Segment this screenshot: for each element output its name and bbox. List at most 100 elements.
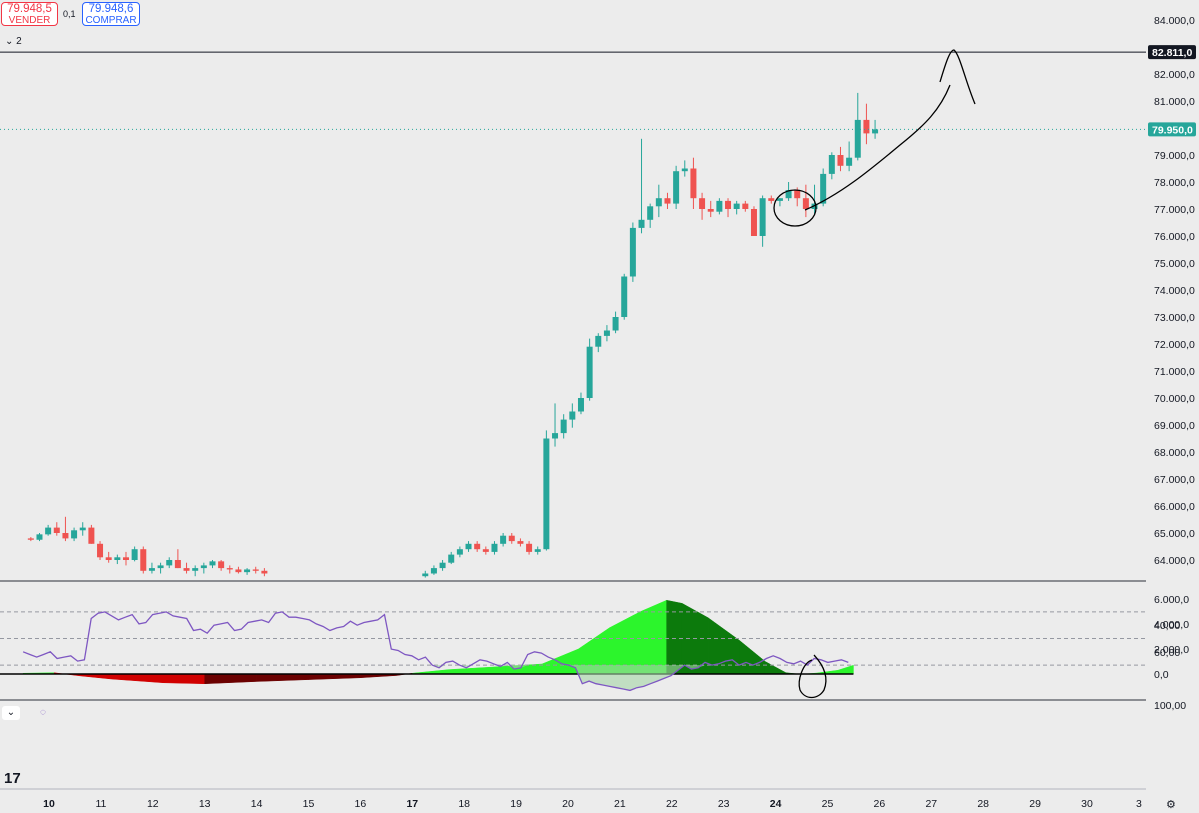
rsi-line xyxy=(22,611,849,692)
price-axis[interactable]: 84.000,0 82.000,0 81.000,0 79.000,0 78.000,0… xyxy=(1148,15,1196,712)
time-tick-label: 17 xyxy=(406,798,418,810)
rsi-tick-label: 60,00 xyxy=(1154,647,1180,659)
candle-body xyxy=(140,549,147,571)
candle-body xyxy=(88,527,95,544)
oscillator-segment xyxy=(666,599,683,675)
rsi-overbought-fill xyxy=(23,665,849,691)
candle-body xyxy=(53,527,60,533)
candle-body xyxy=(474,543,481,550)
candle-body xyxy=(655,198,662,207)
collapse-count: 2 xyxy=(16,36,22,47)
price-tick-label: 79.000,0 xyxy=(1154,150,1195,162)
candle-body xyxy=(707,209,714,212)
time-tick-label: 14 xyxy=(251,798,263,810)
time-tick-label: 27 xyxy=(925,798,937,810)
candle-body xyxy=(802,198,809,209)
price-tick-label: 81.000,0 xyxy=(1154,96,1195,108)
drawn-peak xyxy=(939,49,976,105)
time-tick-label: 10 xyxy=(43,798,55,810)
candle-body xyxy=(673,171,680,204)
candle-body xyxy=(552,433,559,439)
time-tick-label: 21 xyxy=(614,798,626,810)
horizontal-line-label: 82.811,0 xyxy=(1152,47,1192,59)
candle-body xyxy=(209,561,216,566)
drawn-curve xyxy=(804,84,951,211)
candle-body xyxy=(699,198,706,209)
rsi-tick-label: 40,00 xyxy=(1154,620,1180,632)
candle-body xyxy=(664,198,671,204)
oscillator-segment xyxy=(484,665,506,675)
candle-body xyxy=(422,573,429,577)
candle-body xyxy=(157,565,164,569)
candle-body xyxy=(785,190,792,199)
drawn-circle-osc xyxy=(798,654,827,699)
time-tick-label: 19 xyxy=(510,798,522,810)
indicator-collapse-toggle[interactable]: ⌄ 2 xyxy=(5,36,22,47)
candle-body xyxy=(71,530,78,539)
candle-body xyxy=(448,554,455,563)
candle-body xyxy=(647,206,654,220)
candle-body xyxy=(750,209,757,236)
price-tick-label: 65.000,0 xyxy=(1154,528,1195,540)
buy-button[interactable]: 79.948,6 COMPRAR xyxy=(82,2,140,26)
candle-body xyxy=(690,168,697,199)
price-tick-label: 78.000,0 xyxy=(1154,177,1195,189)
price-pane[interactable] xyxy=(0,51,1146,582)
time-tick-label: 15 xyxy=(303,798,315,810)
oscillator-segment xyxy=(739,639,766,675)
candle-body xyxy=(742,203,749,209)
candle-body xyxy=(430,568,437,574)
candle-body xyxy=(820,173,827,204)
candles-group xyxy=(27,92,879,578)
candle-body xyxy=(776,198,783,201)
horizontal-line-badge xyxy=(1148,45,1196,60)
candle-body xyxy=(794,190,801,199)
rsi-tick-label: 100,00 xyxy=(1154,700,1186,712)
price-tick-label: 73.000,0 xyxy=(1154,312,1195,324)
rsi-pane[interactable] xyxy=(0,611,1146,790)
last-price-badge xyxy=(1148,122,1196,137)
time-tick-label: 12 xyxy=(147,798,159,810)
candle-body xyxy=(681,168,688,172)
candle-body xyxy=(27,538,34,540)
sell-label: VENDER xyxy=(8,15,51,26)
price-tick-label: 68.000,0 xyxy=(1154,447,1195,459)
candle-body xyxy=(235,569,242,573)
candle-body xyxy=(577,398,584,412)
candle-body xyxy=(131,549,138,560)
candle-body xyxy=(768,198,775,201)
candle-body xyxy=(226,568,233,570)
buy-label: COMPRAR xyxy=(85,15,137,26)
candle-body xyxy=(122,557,129,560)
settings-gear-icon[interactable]: ⚙ xyxy=(1166,799,1176,811)
candle-body xyxy=(192,568,199,571)
time-tick-label: 25 xyxy=(822,798,834,810)
candle-body xyxy=(621,276,628,317)
oscillator-segment xyxy=(764,661,787,675)
candle-body xyxy=(114,557,121,560)
oscillator-tick-label: 0,0 xyxy=(1154,669,1169,681)
loading-circle-icon: ◌ xyxy=(40,707,46,718)
oscillator-tick-label: 6.000,0 xyxy=(1154,594,1189,606)
candle-body xyxy=(105,557,112,560)
candle-body xyxy=(603,330,610,336)
drawn-circle-price xyxy=(773,189,817,227)
candle-body xyxy=(534,549,541,552)
candle-body xyxy=(854,119,861,158)
candle-body xyxy=(218,561,225,569)
time-tick-label: 20 xyxy=(562,798,574,810)
chevron-down-icon: ⌄ xyxy=(6,707,16,718)
oscillator-segment xyxy=(448,667,486,675)
rsi-settings-button[interactable]: ◌ xyxy=(34,706,52,720)
sell-button[interactable]: 79.948,5 VENDER xyxy=(1,2,58,26)
candle-body xyxy=(79,527,86,531)
oscillator-segment xyxy=(308,673,361,680)
buy-price: 79.948,6 xyxy=(88,3,134,15)
time-tick-label: 23 xyxy=(718,798,730,810)
time-axis[interactable]: 10 11 12 13 14 15 16 17 18 19 20 21 22 23 24 25 26 27 28 29… xyxy=(43,798,1142,810)
price-tick-label: 66.000,0 xyxy=(1154,501,1195,513)
candle-body xyxy=(872,129,879,134)
candle-body xyxy=(45,527,52,535)
rsi-collapse-button[interactable]: ⌄ xyxy=(2,706,20,720)
